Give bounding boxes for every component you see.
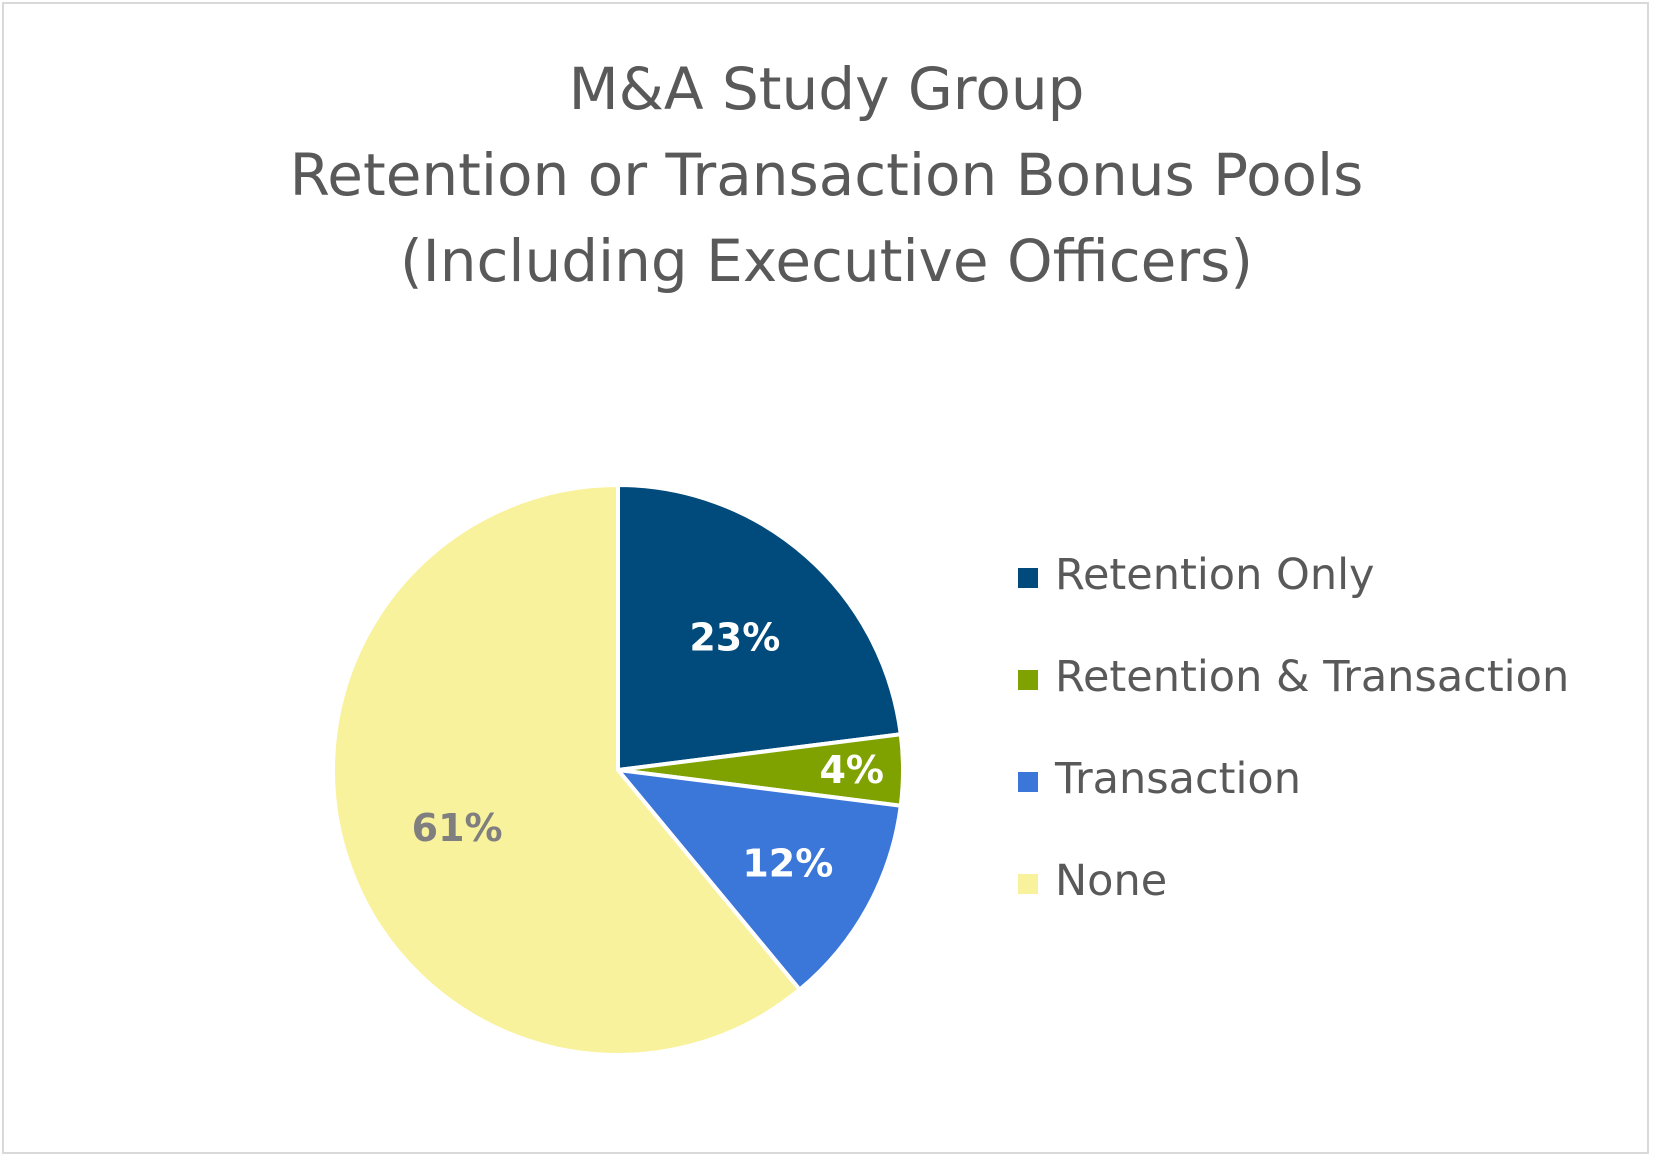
legend-label-retention-transaction: Retention & Transaction [1055,652,1570,702]
chart-title: M&A Study Group Retention or Transaction… [0,46,1653,304]
legend-item-retention-only: Retention Only [1018,540,1569,642]
legend-label-transaction: Transaction [1055,754,1301,804]
legend-swatch-retention-only [1018,568,1038,588]
legend-item-transaction: Transaction [1018,744,1569,846]
legend-item-none: None [1018,846,1569,948]
chart-title-line-1: M&A Study Group [568,55,1085,123]
pie-label-retention-transaction: 4% [819,748,884,792]
pie-label-none: 61% [412,806,503,850]
pie-slice-none [331,483,802,1057]
legend-swatch-retention-transaction [1018,670,1038,690]
legend-swatch-none [1018,874,1038,894]
pie-slice-retention-only [616,483,903,772]
pie-label-retention-only: 23% [689,615,780,659]
legend-swatch-transaction [1018,772,1038,792]
legend-label-retention-only: Retention Only [1055,550,1375,600]
chart-title-line-2: Retention or Transaction Bonus Pools [289,141,1364,209]
legend-item-retention-transaction: Retention & Transaction [1018,642,1569,744]
legend-label-none: None [1055,856,1168,906]
chart-legend: Retention Only Retention & Transaction T… [1018,540,1569,948]
pie-label-transaction: 12% [742,841,833,885]
pie-slice-transaction [616,768,903,992]
chart-title-line-3: (Including Executive Officers) [399,227,1253,295]
